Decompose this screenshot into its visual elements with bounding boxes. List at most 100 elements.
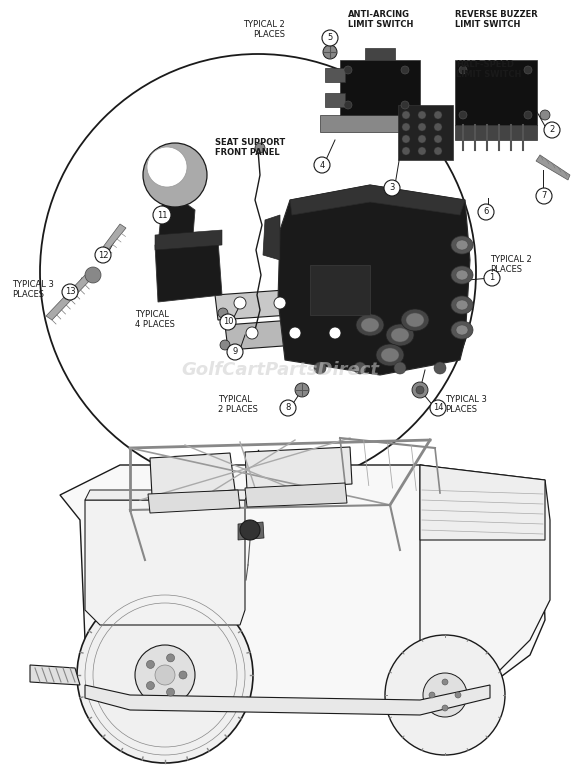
Circle shape bbox=[227, 344, 243, 360]
Text: 11: 11 bbox=[157, 211, 167, 219]
Polygon shape bbox=[290, 185, 465, 215]
Circle shape bbox=[153, 206, 171, 224]
Text: 3: 3 bbox=[389, 184, 394, 192]
Text: SEAT SUPPORT
FRONT PANEL: SEAT SUPPORT FRONT PANEL bbox=[215, 138, 285, 157]
Circle shape bbox=[442, 705, 448, 711]
Circle shape bbox=[146, 682, 154, 689]
Text: TYPICAL 3
PLACES: TYPICAL 3 PLACES bbox=[445, 395, 487, 415]
Polygon shape bbox=[148, 490, 240, 513]
Circle shape bbox=[434, 147, 442, 155]
Circle shape bbox=[418, 135, 426, 143]
Circle shape bbox=[524, 66, 532, 74]
Ellipse shape bbox=[376, 344, 404, 366]
Polygon shape bbox=[455, 125, 537, 140]
Polygon shape bbox=[278, 185, 470, 375]
Polygon shape bbox=[85, 490, 250, 500]
Circle shape bbox=[77, 587, 253, 763]
Circle shape bbox=[147, 147, 187, 187]
Text: TYPICAL 3
PLACES: TYPICAL 3 PLACES bbox=[12, 280, 54, 300]
Circle shape bbox=[85, 267, 101, 283]
Circle shape bbox=[416, 386, 424, 394]
Polygon shape bbox=[150, 453, 235, 496]
Circle shape bbox=[402, 147, 410, 155]
Text: 14: 14 bbox=[433, 404, 443, 412]
Circle shape bbox=[544, 122, 560, 138]
Ellipse shape bbox=[451, 321, 473, 339]
Circle shape bbox=[418, 147, 426, 155]
Circle shape bbox=[434, 123, 442, 131]
Polygon shape bbox=[325, 93, 345, 107]
Circle shape bbox=[434, 362, 446, 374]
Circle shape bbox=[412, 382, 428, 398]
Text: 12: 12 bbox=[98, 250, 108, 259]
Circle shape bbox=[166, 654, 175, 662]
Circle shape bbox=[220, 340, 230, 350]
Circle shape bbox=[402, 135, 410, 143]
Circle shape bbox=[344, 101, 352, 109]
Polygon shape bbox=[245, 483, 347, 507]
Circle shape bbox=[536, 188, 552, 204]
Circle shape bbox=[429, 692, 435, 698]
Circle shape bbox=[143, 143, 207, 207]
Polygon shape bbox=[325, 68, 345, 82]
Text: TYPICAL
2 PLACES: TYPICAL 2 PLACES bbox=[218, 395, 258, 415]
Circle shape bbox=[274, 297, 286, 309]
Circle shape bbox=[434, 111, 442, 119]
Circle shape bbox=[344, 66, 352, 74]
Ellipse shape bbox=[401, 309, 429, 331]
Text: GolfCartPartsDirect: GolfCartPartsDirect bbox=[181, 361, 379, 379]
Circle shape bbox=[314, 297, 326, 309]
Ellipse shape bbox=[356, 314, 384, 336]
Ellipse shape bbox=[361, 318, 379, 332]
Polygon shape bbox=[340, 60, 420, 115]
Circle shape bbox=[434, 135, 442, 143]
Polygon shape bbox=[85, 685, 490, 715]
Text: 10: 10 bbox=[223, 317, 233, 327]
Circle shape bbox=[246, 327, 258, 339]
Circle shape bbox=[540, 110, 550, 120]
Polygon shape bbox=[420, 465, 545, 540]
Text: 7: 7 bbox=[541, 191, 547, 201]
Text: 5: 5 bbox=[327, 33, 332, 42]
Polygon shape bbox=[536, 155, 570, 180]
Circle shape bbox=[255, 143, 265, 153]
Ellipse shape bbox=[451, 266, 473, 284]
Polygon shape bbox=[60, 465, 545, 705]
Polygon shape bbox=[263, 215, 280, 260]
Text: 9: 9 bbox=[233, 347, 238, 357]
Polygon shape bbox=[46, 274, 92, 320]
Ellipse shape bbox=[456, 300, 468, 310]
Circle shape bbox=[442, 679, 448, 685]
Circle shape bbox=[234, 297, 246, 309]
Circle shape bbox=[135, 645, 195, 705]
Polygon shape bbox=[245, 447, 352, 490]
Circle shape bbox=[62, 284, 78, 300]
Text: 13: 13 bbox=[65, 287, 75, 296]
Ellipse shape bbox=[386, 324, 414, 346]
Circle shape bbox=[401, 101, 409, 109]
Polygon shape bbox=[158, 205, 195, 255]
Circle shape bbox=[323, 45, 337, 59]
Circle shape bbox=[280, 400, 296, 416]
Circle shape bbox=[524, 111, 532, 119]
Text: 2: 2 bbox=[549, 126, 554, 134]
Circle shape bbox=[384, 180, 400, 196]
Polygon shape bbox=[30, 665, 80, 685]
Circle shape bbox=[322, 30, 338, 46]
Ellipse shape bbox=[456, 270, 468, 280]
Text: TYPICAL
4 PLACES: TYPICAL 4 PLACES bbox=[135, 310, 175, 330]
Polygon shape bbox=[215, 285, 362, 320]
Polygon shape bbox=[398, 105, 453, 160]
Circle shape bbox=[179, 671, 187, 679]
Circle shape bbox=[314, 362, 326, 374]
Text: 6: 6 bbox=[483, 208, 489, 216]
Circle shape bbox=[401, 66, 409, 74]
Text: TYPICAL 2
PLACES: TYPICAL 2 PLACES bbox=[490, 255, 532, 274]
Circle shape bbox=[295, 383, 309, 397]
Polygon shape bbox=[225, 315, 365, 350]
Polygon shape bbox=[320, 115, 420, 132]
Circle shape bbox=[418, 123, 426, 131]
Ellipse shape bbox=[406, 313, 424, 327]
Circle shape bbox=[394, 362, 406, 374]
Ellipse shape bbox=[451, 296, 473, 314]
